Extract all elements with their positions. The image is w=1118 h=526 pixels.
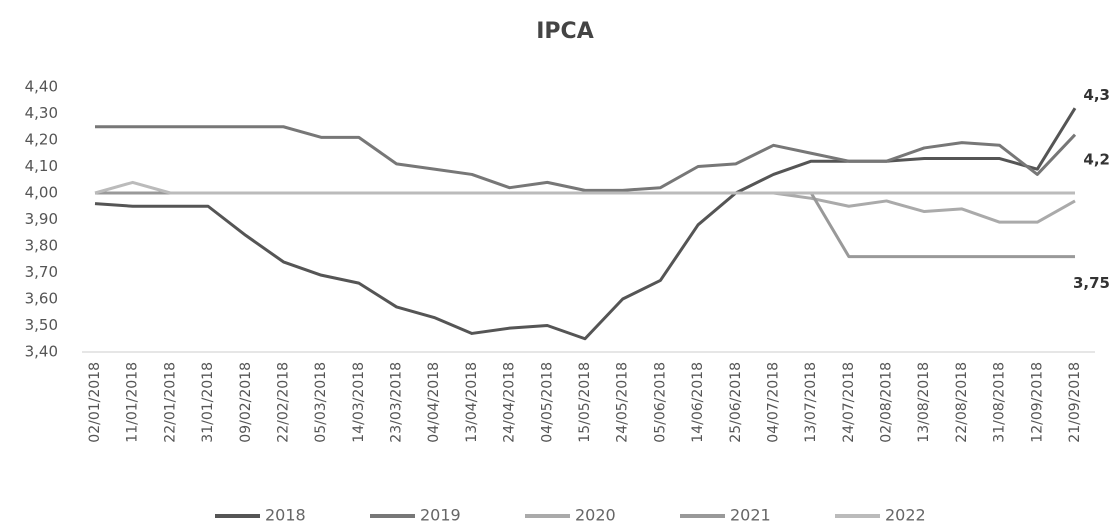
y-tick-label: 3,70 — [25, 263, 58, 281]
x-tick-label: 24/05/2018 — [615, 362, 631, 443]
x-tick-label: 25/06/2018 — [728, 362, 744, 443]
x-tick-label: 04/04/2018 — [426, 362, 442, 443]
x-tick-label: 02/08/2018 — [879, 362, 895, 443]
y-tick-label: 3,40 — [25, 343, 58, 361]
x-tick-label: 24/07/2018 — [841, 362, 857, 443]
x-tick-label: 12/09/2018 — [1029, 362, 1045, 443]
series-line — [95, 191, 1075, 259]
annotation: 4,2 — [1083, 151, 1110, 169]
x-tick-label: 04/07/2018 — [765, 362, 781, 443]
x-tick-label: 14/03/2018 — [351, 362, 367, 443]
x-tick-label: 22/02/2018 — [275, 362, 291, 443]
y-tick-label: 3,80 — [25, 237, 58, 255]
x-tick-label: 13/07/2018 — [803, 362, 819, 443]
y-tick-label: 3,50 — [25, 316, 58, 334]
x-tick-label: 24/04/2018 — [502, 362, 518, 443]
x-tick-label: 21/09/2018 — [1067, 362, 1083, 443]
y-tick-label: 4,30 — [25, 104, 58, 122]
x-tick-label: 15/05/2018 — [577, 362, 593, 443]
x-tick-label: 22/08/2018 — [954, 362, 970, 443]
x-tick-label: 13/04/2018 — [464, 362, 480, 443]
legend-label: 2018 — [265, 506, 306, 525]
annotation: 4,3 — [1083, 86, 1110, 104]
x-tick-label: 09/02/2018 — [238, 362, 254, 443]
x-tick-label: 13/08/2018 — [916, 362, 932, 443]
y-tick-label: 4,20 — [25, 131, 58, 149]
x-tick-label: 02/01/2018 — [87, 362, 103, 443]
x-tick-label: 04/05/2018 — [539, 362, 555, 443]
y-tick-label: 4,00 — [25, 184, 58, 202]
legend-label: 2022 — [885, 506, 926, 525]
x-tick-label: 05/06/2018 — [652, 362, 668, 443]
chart-title: IPCA — [536, 19, 593, 44]
x-tick-label: 31/08/2018 — [992, 362, 1008, 443]
annotation: 3,75 — [1073, 274, 1110, 292]
series-line — [95, 125, 1077, 192]
x-tick-label: 05/03/2018 — [313, 362, 329, 443]
legend-label: 2020 — [575, 506, 616, 525]
series-line — [94, 107, 1077, 341]
x-tick-label: 22/01/2018 — [162, 362, 178, 443]
x-tick-label: 14/06/2018 — [690, 362, 706, 443]
series-line — [94, 180, 1075, 195]
legend-label: 2021 — [730, 506, 771, 525]
y-tick-label: 4,40 — [25, 78, 58, 96]
y-tick-label: 3,60 — [25, 290, 58, 308]
x-tick-label: 11/01/2018 — [125, 362, 141, 443]
x-tick-label: 31/01/2018 — [200, 362, 216, 443]
y-tick-label: 3,90 — [25, 210, 58, 228]
legend-label: 2019 — [420, 506, 461, 525]
series-line — [95, 191, 1076, 224]
x-tick-label: 23/03/2018 — [389, 362, 405, 443]
y-tick-label: 4,10 — [25, 157, 58, 175]
